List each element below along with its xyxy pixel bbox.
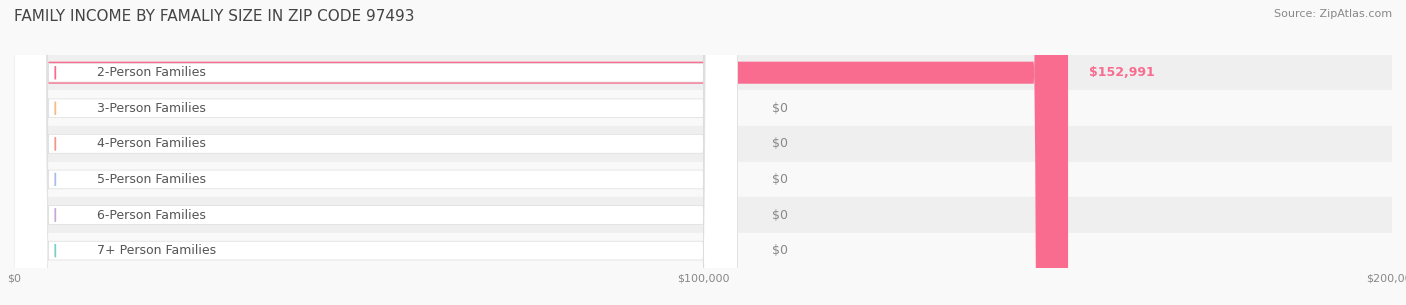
Bar <box>14 55 1392 91</box>
FancyBboxPatch shape <box>14 0 738 305</box>
Text: 7+ Person Families: 7+ Person Families <box>97 244 217 257</box>
Text: $0: $0 <box>772 209 787 221</box>
FancyBboxPatch shape <box>14 0 738 305</box>
Bar <box>14 126 1392 162</box>
Text: $0: $0 <box>772 137 787 150</box>
Text: 3-Person Families: 3-Person Families <box>97 102 205 115</box>
Text: 4-Person Families: 4-Person Families <box>97 137 205 150</box>
Text: $0: $0 <box>772 244 787 257</box>
Text: 6-Person Families: 6-Person Families <box>97 209 205 221</box>
Text: FAMILY INCOME BY FAMALIY SIZE IN ZIP CODE 97493: FAMILY INCOME BY FAMALIY SIZE IN ZIP COD… <box>14 9 415 24</box>
Text: $0: $0 <box>772 173 787 186</box>
Text: Source: ZipAtlas.com: Source: ZipAtlas.com <box>1274 9 1392 19</box>
FancyBboxPatch shape <box>14 0 738 305</box>
Text: $0: $0 <box>772 102 787 115</box>
Text: $152,991: $152,991 <box>1088 66 1154 79</box>
Bar <box>14 197 1392 233</box>
Bar <box>14 233 1392 268</box>
FancyBboxPatch shape <box>14 0 738 305</box>
FancyBboxPatch shape <box>14 0 738 305</box>
Text: 5-Person Families: 5-Person Families <box>97 173 205 186</box>
Bar <box>14 162 1392 197</box>
Text: 2-Person Families: 2-Person Families <box>97 66 205 79</box>
FancyBboxPatch shape <box>14 0 738 305</box>
FancyBboxPatch shape <box>14 0 1069 305</box>
Bar <box>14 91 1392 126</box>
